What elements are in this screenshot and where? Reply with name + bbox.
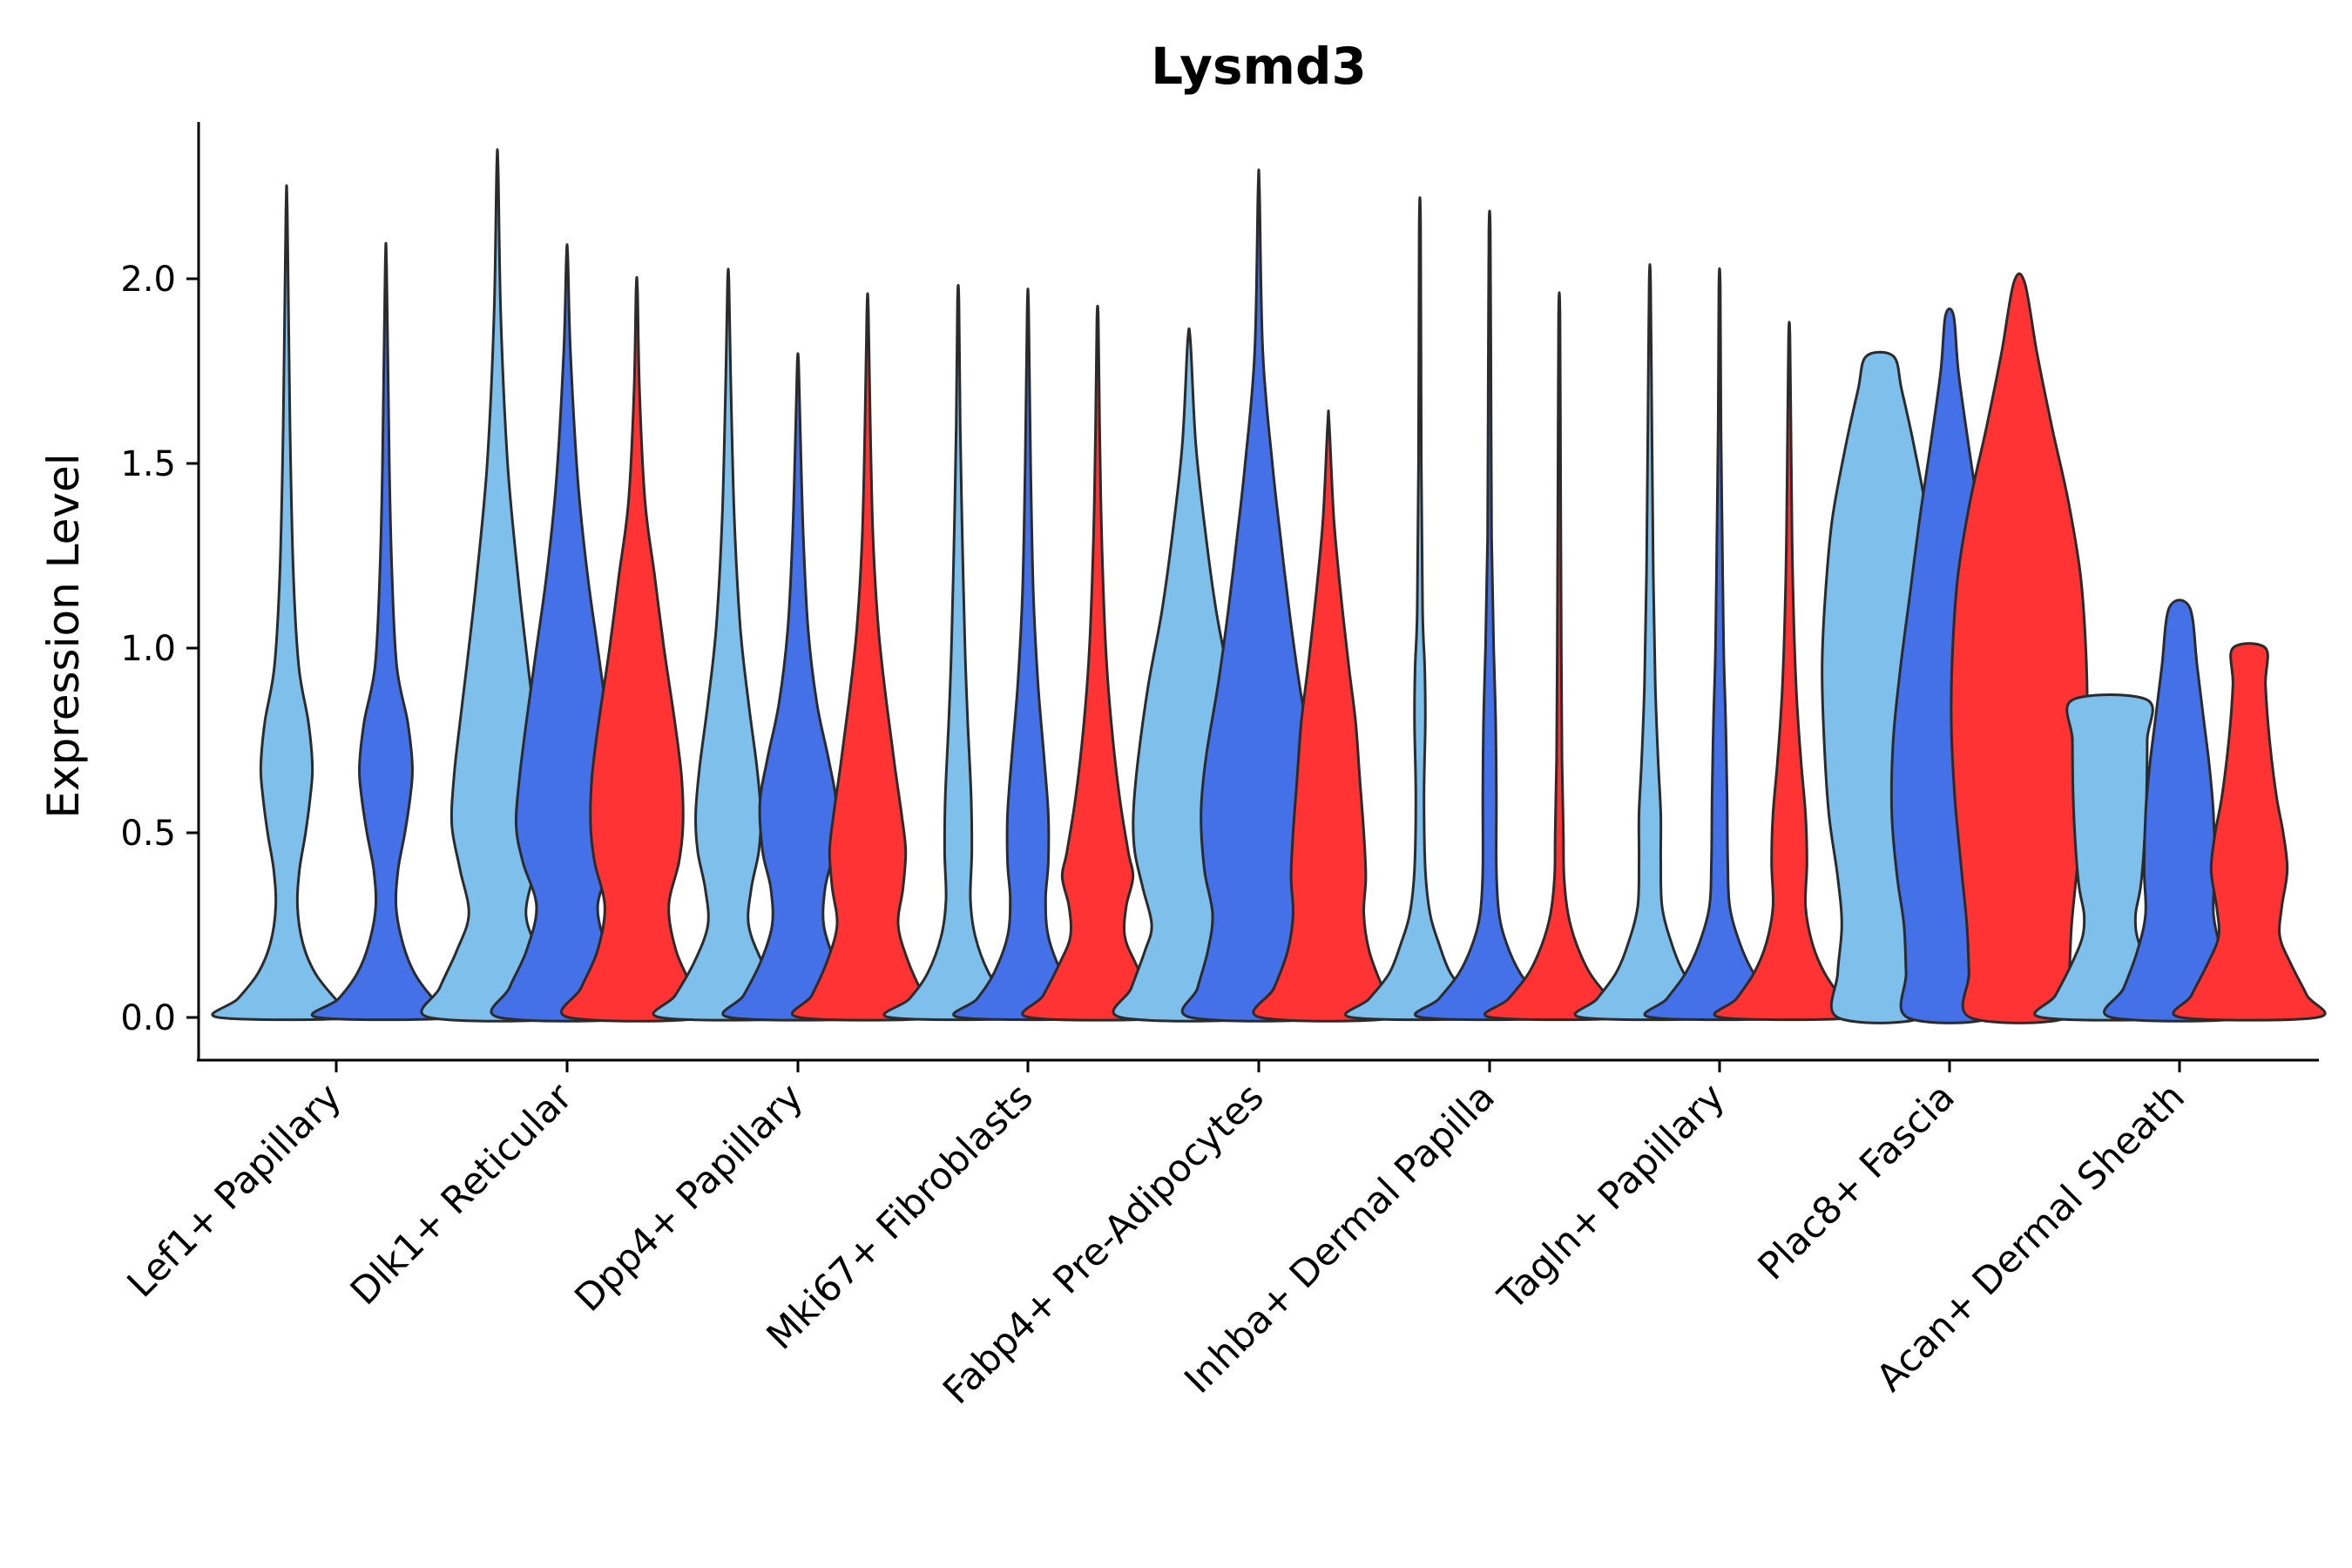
violin-4-group-1 — [882, 283, 1034, 1022]
y-tick-label: 1.0 — [120, 629, 176, 669]
violin-group — [211, 148, 2327, 1024]
chart-title: Lysmd3 — [1151, 37, 1367, 96]
violin-7-group-1 — [1573, 263, 1727, 1022]
violin-9-group-3 — [2172, 642, 2327, 1022]
violin-9-group-1 — [2033, 693, 2186, 1022]
y-tick-label: 0.0 — [120, 998, 176, 1038]
y-tick-label: 0.5 — [120, 814, 176, 854]
violin-1-group-2 — [310, 242, 462, 1022]
y-axis-label: Expression Level — [38, 453, 89, 818]
y-tick-label: 2.0 — [120, 260, 176, 300]
violin-6-group-1 — [1343, 196, 1497, 1022]
violin-3-group-1 — [652, 267, 805, 1022]
violin-6-group-2 — [1413, 209, 1566, 1022]
violin-2-group-3 — [560, 275, 713, 1023]
violin-4-group-3 — [1021, 304, 1174, 1022]
violin-7-group-3 — [1713, 321, 1866, 1022]
violin-6-group-3 — [1483, 291, 1636, 1022]
violin-9-group-2 — [2103, 598, 2256, 1023]
violin-5-group-3 — [1252, 409, 1405, 1023]
y-tick-label: 1.5 — [120, 444, 176, 484]
violin-4-group-2 — [952, 287, 1104, 1022]
violin-1-group-1 — [211, 184, 362, 1022]
violin-3-group-3 — [791, 292, 944, 1022]
y-axis-ticks: 0.0 0.5 1.0 1.5 2.0 — [120, 260, 199, 1038]
violin-7-group-2 — [1643, 267, 1796, 1022]
